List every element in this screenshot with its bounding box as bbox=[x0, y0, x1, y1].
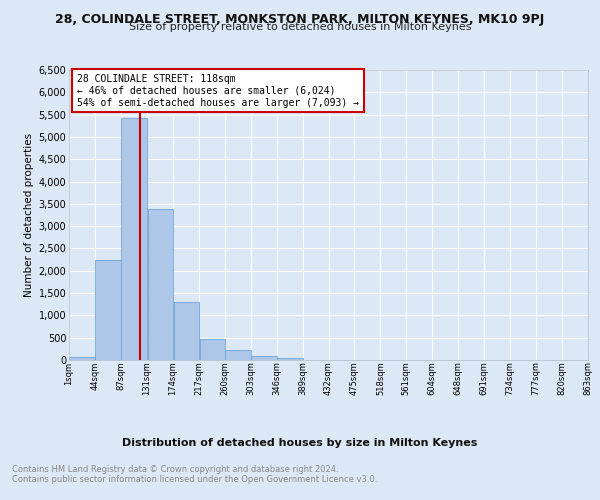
Bar bbox=[200, 338, 225, 360]
Text: 28, COLINDALE STREET, MONKSTON PARK, MILTON KEYNES, MK10 9PJ: 28, COLINDALE STREET, MONKSTON PARK, MIL… bbox=[55, 12, 545, 26]
Bar bbox=[226, 350, 251, 360]
Y-axis label: Number of detached properties: Number of detached properties bbox=[24, 133, 34, 297]
Bar bbox=[69, 356, 95, 360]
Text: Contains HM Land Registry data © Crown copyright and database right 2024.
Contai: Contains HM Land Registry data © Crown c… bbox=[12, 465, 377, 484]
Bar bbox=[121, 118, 146, 360]
Text: 28 COLINDALE STREET: 118sqm
← 46% of detached houses are smaller (6,024)
54% of : 28 COLINDALE STREET: 118sqm ← 46% of det… bbox=[77, 74, 359, 108]
Text: Distribution of detached houses by size in Milton Keynes: Distribution of detached houses by size … bbox=[122, 438, 478, 448]
Bar bbox=[148, 209, 173, 360]
Bar bbox=[277, 358, 303, 360]
Bar bbox=[173, 302, 199, 360]
Bar bbox=[95, 260, 121, 360]
Text: Size of property relative to detached houses in Milton Keynes: Size of property relative to detached ho… bbox=[129, 22, 471, 32]
Bar bbox=[251, 356, 277, 360]
